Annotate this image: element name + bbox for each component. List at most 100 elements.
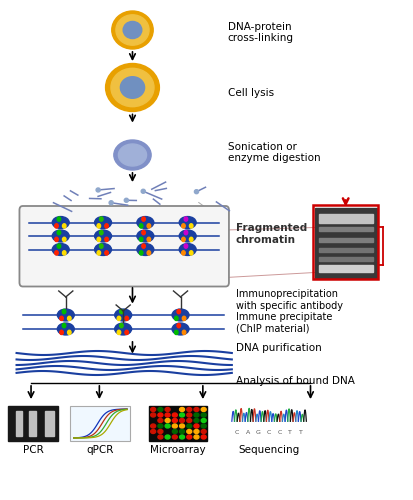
Ellipse shape: [179, 424, 184, 428]
Text: Sequencing: Sequencing: [238, 444, 299, 454]
Ellipse shape: [181, 238, 185, 242]
Ellipse shape: [55, 251, 58, 255]
Ellipse shape: [194, 435, 199, 439]
Ellipse shape: [62, 310, 66, 314]
Ellipse shape: [189, 238, 192, 242]
Ellipse shape: [55, 238, 58, 242]
Text: Analysis of bound DNA: Analysis of bound DNA: [235, 376, 354, 386]
Ellipse shape: [125, 316, 128, 320]
Ellipse shape: [59, 330, 63, 334]
Ellipse shape: [165, 424, 170, 428]
Ellipse shape: [201, 408, 206, 412]
Ellipse shape: [194, 424, 199, 428]
Ellipse shape: [137, 230, 154, 242]
Ellipse shape: [165, 435, 170, 439]
Bar: [318, 238, 372, 242]
Ellipse shape: [157, 435, 162, 439]
Ellipse shape: [172, 309, 188, 321]
Ellipse shape: [179, 244, 196, 256]
Ellipse shape: [62, 224, 66, 228]
Ellipse shape: [142, 217, 145, 221]
Ellipse shape: [150, 430, 155, 434]
Ellipse shape: [147, 251, 150, 255]
Ellipse shape: [174, 316, 178, 320]
Text: Sonication or
enzyme digestion: Sonication or enzyme digestion: [227, 142, 320, 164]
Ellipse shape: [105, 64, 159, 112]
Ellipse shape: [104, 238, 108, 242]
Ellipse shape: [62, 238, 66, 242]
Bar: [16, 410, 22, 436]
Text: C: C: [277, 430, 281, 435]
Text: DNA-protein
cross-linking: DNA-protein cross-linking: [227, 22, 293, 44]
Bar: [318, 256, 372, 260]
Ellipse shape: [119, 310, 123, 314]
Ellipse shape: [194, 408, 199, 412]
Text: Fragmented
chromatin: Fragmented chromatin: [235, 223, 306, 245]
Ellipse shape: [94, 244, 111, 256]
Ellipse shape: [172, 435, 177, 439]
Ellipse shape: [189, 224, 192, 228]
Ellipse shape: [184, 230, 187, 234]
Bar: [70, 406, 130, 440]
Bar: [318, 226, 372, 230]
Text: T: T: [298, 430, 302, 435]
Ellipse shape: [52, 230, 69, 242]
Ellipse shape: [184, 244, 187, 248]
Bar: [318, 248, 372, 252]
Ellipse shape: [119, 324, 123, 328]
Ellipse shape: [179, 413, 184, 417]
Ellipse shape: [125, 330, 128, 334]
Ellipse shape: [194, 418, 199, 422]
Ellipse shape: [177, 310, 180, 314]
Ellipse shape: [112, 11, 153, 49]
Ellipse shape: [57, 230, 61, 234]
Ellipse shape: [182, 330, 185, 334]
Ellipse shape: [147, 238, 150, 242]
Ellipse shape: [97, 238, 100, 242]
Text: DNA purification: DNA purification: [235, 343, 321, 353]
Ellipse shape: [142, 244, 145, 248]
Bar: [29, 410, 36, 436]
Ellipse shape: [114, 309, 131, 321]
Ellipse shape: [157, 408, 162, 412]
Ellipse shape: [55, 224, 58, 228]
Ellipse shape: [186, 408, 191, 412]
Ellipse shape: [150, 408, 155, 412]
Ellipse shape: [186, 418, 191, 422]
Ellipse shape: [62, 251, 66, 255]
Ellipse shape: [172, 323, 188, 335]
Ellipse shape: [186, 435, 191, 439]
Text: Immunoprecipitation
with specific antibody: Immunoprecipitation with specific antibo…: [235, 289, 342, 311]
Ellipse shape: [201, 413, 206, 417]
Ellipse shape: [201, 435, 206, 439]
Ellipse shape: [57, 217, 61, 221]
Ellipse shape: [172, 430, 177, 434]
Ellipse shape: [179, 230, 196, 242]
Ellipse shape: [97, 251, 100, 255]
Ellipse shape: [139, 238, 142, 242]
Ellipse shape: [67, 330, 71, 334]
Ellipse shape: [52, 244, 69, 256]
Ellipse shape: [172, 413, 177, 417]
Ellipse shape: [147, 224, 150, 228]
Bar: [318, 214, 372, 222]
Ellipse shape: [182, 316, 185, 320]
Ellipse shape: [116, 15, 149, 45]
Ellipse shape: [201, 424, 206, 428]
Ellipse shape: [111, 68, 154, 106]
Ellipse shape: [114, 323, 131, 335]
Ellipse shape: [59, 316, 63, 320]
Ellipse shape: [172, 424, 177, 428]
Ellipse shape: [57, 323, 74, 335]
Ellipse shape: [150, 424, 155, 428]
Ellipse shape: [104, 224, 108, 228]
Ellipse shape: [179, 435, 184, 439]
Ellipse shape: [114, 140, 151, 170]
Bar: [8, 406, 58, 440]
Ellipse shape: [99, 244, 103, 248]
Ellipse shape: [186, 430, 191, 434]
Ellipse shape: [186, 413, 191, 417]
Ellipse shape: [194, 430, 199, 434]
Ellipse shape: [181, 224, 185, 228]
Bar: [314, 208, 376, 278]
